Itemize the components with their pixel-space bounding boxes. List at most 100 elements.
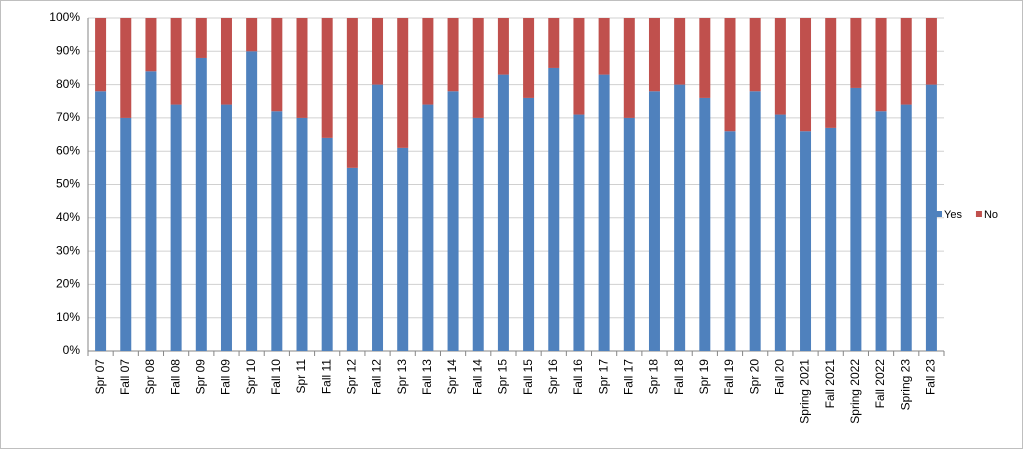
bar-segment: [296, 18, 308, 118]
bar-segment: [271, 18, 283, 112]
bar-segment: [220, 104, 232, 351]
x-tick-label: Spr 09: [193, 359, 207, 395]
bar-segment: [674, 18, 686, 85]
y-tick-label: 100%: [49, 10, 80, 24]
x-tick-label: Fall 15: [521, 359, 535, 395]
x-tick-label: Spr 16: [546, 359, 560, 395]
x-tick-label: Fall 08: [168, 359, 182, 395]
x-tick-label: Fall 14: [470, 359, 484, 395]
bar-segment: [170, 18, 182, 105]
bar-segment: [623, 18, 635, 118]
legend-swatch: [936, 211, 942, 217]
bar-segment: [800, 131, 812, 351]
bar-segment: [195, 18, 207, 58]
bar-segment: [472, 18, 484, 118]
x-tick-label: Spr 11: [294, 359, 308, 394]
bar-segment: [900, 104, 912, 351]
bar-segment: [724, 131, 736, 351]
bar-segment: [573, 18, 585, 115]
bar-segment: [699, 97, 711, 351]
bar-segment: [120, 18, 132, 118]
bar-segment: [195, 57, 207, 352]
bar-segment: [346, 18, 358, 168]
x-tick-label: Spring 2021: [798, 359, 812, 424]
y-tick-label: 10%: [56, 310, 80, 324]
x-tick-label: Spr 19: [697, 359, 711, 395]
x-tick-label: Spr 14: [445, 359, 459, 395]
legend-label: No: [984, 209, 998, 221]
x-tick-label: Fall 07: [118, 359, 132, 395]
bar-segment: [699, 18, 711, 98]
bar-segment: [296, 117, 308, 352]
bar-segment: [120, 117, 132, 352]
bar-segment: [372, 18, 384, 85]
bar-segment: [397, 18, 409, 148]
bar-segment: [523, 97, 535, 351]
bar-segment: [800, 18, 812, 132]
bar-segment: [825, 127, 837, 351]
bar-segment: [246, 18, 258, 52]
x-tick-label: Fall 10: [269, 359, 283, 395]
x-tick-label: Spr 15: [496, 359, 510, 395]
bar-segment: [321, 137, 333, 351]
bar-segment: [170, 104, 182, 351]
bar-segment: [724, 18, 736, 132]
bar-segment: [850, 87, 862, 352]
x-tick-label: Spr 10: [244, 359, 258, 395]
bar-segment: [573, 114, 585, 351]
bar-segment: [875, 111, 887, 352]
bar-segment: [246, 51, 258, 352]
bar-segment: [825, 18, 837, 128]
bar-segment: [95, 18, 107, 92]
bar-segment: [220, 18, 232, 105]
x-tick-label: Fall 2021: [823, 359, 837, 409]
bar-segment: [397, 147, 409, 351]
x-tick-label: Fall 16: [571, 359, 585, 395]
x-tick-label: Fall 23: [924, 359, 938, 395]
x-tick-label: Spr 20: [747, 359, 761, 395]
x-tick-label: Fall 18: [672, 359, 686, 395]
x-tick-label: Spr 17: [596, 359, 610, 395]
x-tick-label: Fall 19: [722, 359, 736, 395]
bar-segment: [850, 18, 862, 88]
y-tick-label: 70%: [56, 110, 80, 124]
bar-segment: [271, 111, 283, 352]
bar-segment: [497, 74, 509, 352]
y-tick-label: 40%: [56, 210, 80, 224]
bar-segment: [422, 104, 434, 351]
bar-segment: [95, 91, 107, 351]
x-tick-label: Fall 11: [319, 359, 333, 394]
x-tick-label: Fall 2022: [873, 359, 887, 409]
x-tick-label: Fall 13: [420, 359, 434, 395]
bar-segment: [648, 18, 660, 92]
legend-swatch: [975, 211, 982, 217]
x-tick-label: Fall 09: [219, 359, 233, 395]
bar-segment: [548, 18, 560, 68]
bar-segment: [497, 18, 509, 75]
x-tick-label: Spr 18: [647, 359, 661, 395]
x-tick-label: Spr 08: [143, 359, 157, 395]
y-tick-label: 0%: [63, 343, 81, 357]
x-tick-label: Fall 12: [370, 359, 384, 395]
y-tick-label: 20%: [56, 277, 80, 291]
bar-segment: [674, 84, 686, 351]
bar-segment: [321, 18, 333, 138]
bar-segment: [447, 18, 459, 92]
bar-segment: [875, 18, 887, 112]
bar-segment: [925, 84, 937, 351]
y-tick-label: 50%: [56, 177, 80, 191]
bar-segment: [145, 71, 157, 351]
bar-segment: [648, 91, 660, 351]
bar-segment: [372, 84, 384, 351]
bar-segment: [598, 74, 610, 352]
y-tick-label: 30%: [56, 243, 80, 257]
x-tick-label: Spr 07: [93, 359, 107, 395]
bar-segment: [598, 18, 610, 75]
bar-segment: [925, 18, 937, 85]
bar-segment: [623, 117, 635, 352]
bar-segment: [346, 167, 358, 351]
bar-segment: [422, 18, 434, 105]
bar-segment: [774, 18, 786, 115]
x-tick-label: Spring 23: [898, 359, 912, 411]
x-tick-label: Fall 20: [773, 359, 787, 395]
